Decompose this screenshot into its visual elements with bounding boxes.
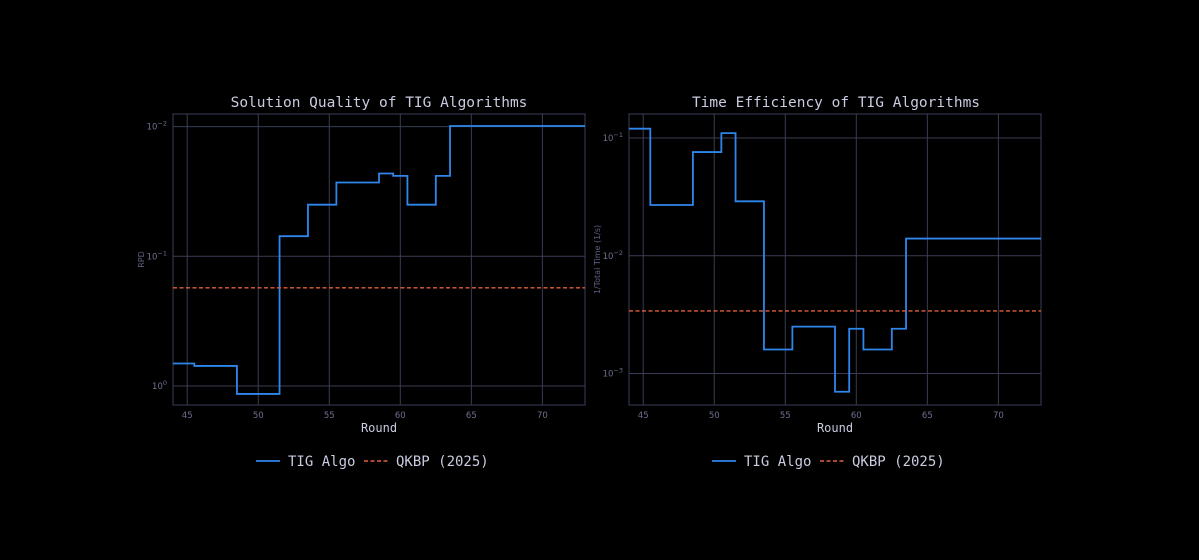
chart-title: Time Efficiency of TIG Algorithms [692,95,980,111]
legend-item: QKBP (2025) [820,454,945,470]
legend-label: QKBP (2025) [852,454,945,470]
x-axis-label: Round [817,421,853,435]
x-tick-label: 45 [182,411,193,421]
x-axis-label: Round [361,421,397,435]
series-line-tig-algo [629,127,1041,393]
y-tick-label: 10−1 [603,131,623,144]
plot-frame [172,113,586,406]
plot-frame [628,113,1042,406]
y-tick-label: 10−2 [147,120,167,133]
legend-item: TIG Algo [256,454,355,470]
y-tick-label: 10−1 [147,249,167,262]
y-axis-label: 1/Total Time (1/s) [593,225,602,294]
x-tick-label: 65 [922,411,933,421]
legend-label: TIG Algo [288,454,355,470]
legend-item: TIG Algo [712,454,811,470]
series-line-tig-algo [173,125,585,395]
x-tick-label: 70 [537,411,548,421]
x-tick-label: 50 [253,411,264,421]
y-axis-label: RPD [137,251,146,268]
x-tick-label: 50 [709,411,720,421]
x-tick-label: 70 [993,411,1004,421]
chart-1: 45 50 55 60 65 70 10−2 10−1 100 Solution Quality … [137,95,586,470]
legend-label: QKBP (2025) [396,454,489,470]
chart-title: Solution Quality of TIG Algorithms [231,95,528,111]
x-tick-label: 65 [466,411,477,421]
y-tick-label: 10−3 [603,366,623,379]
x-tick-label: 60 [851,411,862,421]
chart-2: 45 50 55 60 65 70 10−1 10−2 10−3 Time Efficiency … [593,95,1042,470]
legend-item: QKBP (2025) [364,454,489,470]
x-tick-label: 55 [324,411,335,421]
x-tick-label: 60 [395,411,406,421]
y-tick-label: 10−2 [603,249,623,262]
x-tick-label: 45 [638,411,649,421]
y-tick-label: 100 [152,379,167,392]
legend-label: TIG Algo [744,454,811,470]
x-tick-label: 55 [780,411,791,421]
